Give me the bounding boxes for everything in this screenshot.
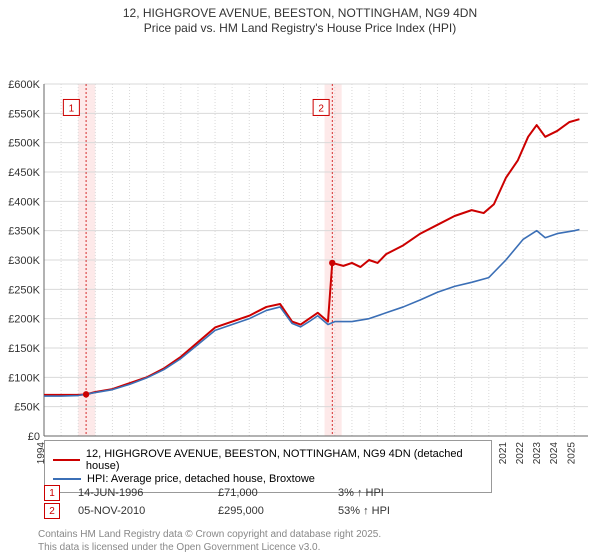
marker-label: 1 <box>69 103 75 114</box>
legend-item: 12, HIGHGROVE AVENUE, BEESTON, NOTTINGHA… <box>53 448 483 472</box>
legend-label: 12, HIGHGROVE AVENUE, BEESTON, NOTTINGHA… <box>86 448 483 472</box>
title-line2: Price paid vs. HM Land Registry's House … <box>0 21 600 36</box>
y-tick-label: £500K <box>8 138 40 150</box>
x-tick-label: 2021 <box>498 442 509 465</box>
y-tick-label: £0 <box>28 431 40 443</box>
sale-row: 1 14-JUN-1996£71,0003% ↑ HPI <box>44 484 458 502</box>
sale-price: £295,000 <box>218 505 338 517</box>
y-tick-label: £250K <box>8 284 40 296</box>
y-tick-label: £550K <box>8 108 40 120</box>
y-tick-label: £600K <box>8 79 40 91</box>
y-tick-label: £450K <box>8 167 40 179</box>
y-tick-label: £400K <box>8 196 40 208</box>
series-line-1 <box>44 229 579 396</box>
x-tick-label: 2022 <box>515 442 526 465</box>
price-chart: £0 £50K £100K £150K £200K £250K £300K £350K £400… <box>0 36 600 468</box>
legend-swatch <box>53 478 81 480</box>
copyright-line2: This data is licensed under the Open Gov… <box>38 542 320 553</box>
y-tick-label: £150K <box>8 343 40 355</box>
sale-date: 05-NOV-2010 <box>78 505 218 517</box>
y-tick-label: £200K <box>8 314 40 326</box>
copyright-notice: Contains HM Land Registry data © Crown c… <box>38 529 381 554</box>
sale-date: 14-JUN-1996 <box>78 487 218 499</box>
chart-title: 12, HIGHGROVE AVENUE, BEESTON, NOTTINGHA… <box>0 0 600 36</box>
y-tick-label: £100K <box>8 372 40 384</box>
x-tick-label: 2024 <box>549 442 560 465</box>
sale-pct: 3% ↑ HPI <box>338 487 458 499</box>
series-line-0 <box>44 119 579 395</box>
sale-marker: 1 <box>44 485 60 501</box>
copyright-line1: Contains HM Land Registry data © Crown c… <box>38 529 381 540</box>
title-line1: 12, HIGHGROVE AVENUE, BEESTON, NOTTINGHA… <box>0 6 600 21</box>
legend-swatch <box>53 459 80 461</box>
sale-marker: 2 <box>44 503 60 519</box>
x-tick-label: 2023 <box>532 442 543 465</box>
y-tick-label: £350K <box>8 226 40 238</box>
sale-price: £71,000 <box>218 487 338 499</box>
y-tick-label: £50K <box>14 402 40 414</box>
y-tick-label: £300K <box>8 255 40 267</box>
sale-row: 2 05-NOV-2010£295,00053% ↑ HPI <box>44 502 458 520</box>
sales-table: 1 14-JUN-1996£71,0003% ↑ HPI 2 05-NOV-2010£… <box>44 484 458 520</box>
x-tick-label: 2025 <box>566 442 577 465</box>
marker-label: 2 <box>318 103 324 114</box>
sale-pct: 53% ↑ HPI <box>338 505 458 517</box>
